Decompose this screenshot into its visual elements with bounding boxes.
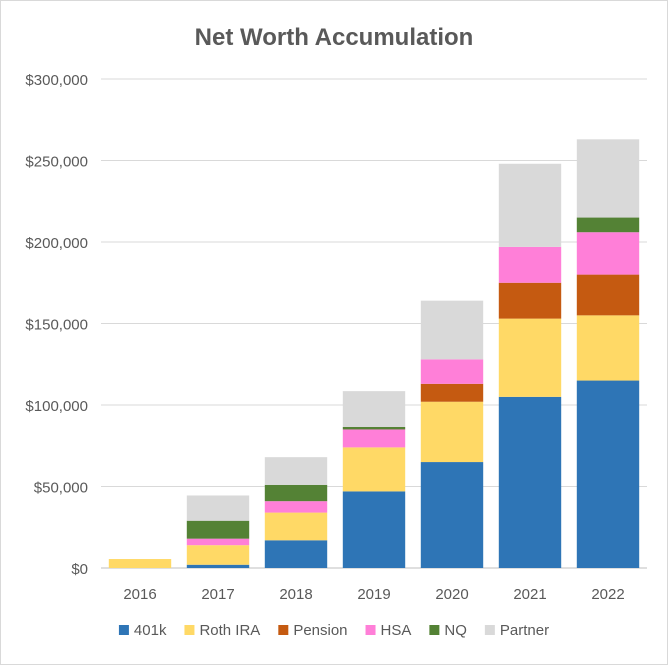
bar-segment-nq-2017 <box>186 520 250 539</box>
bar-segment-hsa-2021 <box>498 246 562 283</box>
y-axis-tick-labels: $0 $50,000 $100,000 $150,000 $200,000 $250,00… <box>25 72 88 578</box>
bar-segment-roth-ira-2017 <box>186 545 250 565</box>
legend-item-nq: NQ <box>429 622 467 639</box>
x-tick-label: 2021 <box>513 586 546 603</box>
legend-item-hsa: HSA <box>365 622 412 639</box>
bar-segment-nq-2019 <box>342 427 406 430</box>
bar-segment-nq-2022 <box>576 217 640 233</box>
y-tick-label: $0 <box>71 561 88 578</box>
legend-swatch <box>118 625 129 635</box>
legend: 401k Roth IRA Pension HSA NQ Partner <box>118 622 549 639</box>
y-tick-label: $200,000 <box>25 235 88 252</box>
bar-segment-roth-ira-2018 <box>264 512 328 541</box>
bar-segment-401k-2022 <box>576 380 640 568</box>
bar-segment-pension-2022 <box>576 274 640 316</box>
bar-segment-401k-2021 <box>498 396 562 568</box>
bar-segment-hsa-2020 <box>420 359 484 384</box>
bar-segment-roth-ira-2019 <box>342 447 406 492</box>
x-tick-label: 2017 <box>201 586 234 603</box>
legend-item-401k: 401k <box>118 622 167 639</box>
legend-label: HSA <box>381 622 412 639</box>
y-tick-label: $100,000 <box>25 398 88 415</box>
legend-item-pension: Pension <box>278 622 348 639</box>
bar-segment-hsa-2022 <box>576 232 640 275</box>
y-tick-label: $50,000 <box>34 480 88 497</box>
x-tick-label: 2022 <box>591 586 624 603</box>
bar-segment-partner-2018 <box>264 457 328 485</box>
y-tick-label: $300,000 <box>25 72 88 89</box>
bar-segment-roth-ira-2020 <box>420 401 484 463</box>
bar-segment-hsa-2018 <box>264 501 328 513</box>
legend-swatch <box>484 625 495 635</box>
chart-title: Net Worth Accumulation <box>195 24 474 51</box>
x-tick-label: 2016 <box>123 586 156 603</box>
legend-item-roth-ira: Roth IRA <box>184 622 260 639</box>
x-tick-label: 2018 <box>279 586 312 603</box>
bar-segment-pension-2020 <box>420 383 484 402</box>
legend-swatch <box>365 625 376 635</box>
legend-label: Pension <box>293 622 347 639</box>
legend-swatch <box>429 625 440 635</box>
x-tick-label: 2020 <box>435 586 468 603</box>
bar-segment-partner-2017 <box>186 495 250 521</box>
legend-label: Roth IRA <box>199 622 260 639</box>
legend-swatch <box>184 625 195 635</box>
bar-segment-roth-ira-2016 <box>108 559 172 568</box>
bar-segment-hsa-2017 <box>186 538 250 546</box>
bar-segment-401k-2017 <box>186 564 250 568</box>
bar-segment-401k-2018 <box>264 540 328 568</box>
bar-segment-partner-2020 <box>420 300 484 360</box>
legend-label: NQ <box>444 622 467 639</box>
bar-segment-401k-2020 <box>420 462 484 568</box>
legend-label: Partner <box>500 622 549 639</box>
legend-swatch <box>278 625 289 635</box>
y-tick-label: $150,000 <box>25 317 88 334</box>
legend-item-partner: Partner <box>484 622 549 639</box>
bar-segment-roth-ira-2022 <box>576 315 640 381</box>
bar-segment-partner-2019 <box>342 391 406 428</box>
bar-segment-roth-ira-2021 <box>498 318 562 397</box>
bar-segment-nq-2018 <box>264 484 328 502</box>
legend-label: 401k <box>134 622 167 639</box>
bar-segment-partner-2022 <box>576 139 640 218</box>
bars <box>108 139 640 568</box>
bar-segment-pension-2021 <box>498 282 562 319</box>
bar-segment-401k-2019 <box>342 491 406 568</box>
bar-segment-partner-2021 <box>498 163 562 247</box>
y-tick-label: $250,000 <box>25 154 88 171</box>
bar-segment-hsa-2019 <box>342 429 406 448</box>
x-axis-tick-labels: 2016 2017 2018 2019 2020 2021 2022 <box>123 586 624 603</box>
x-tick-label: 2019 <box>357 586 390 603</box>
